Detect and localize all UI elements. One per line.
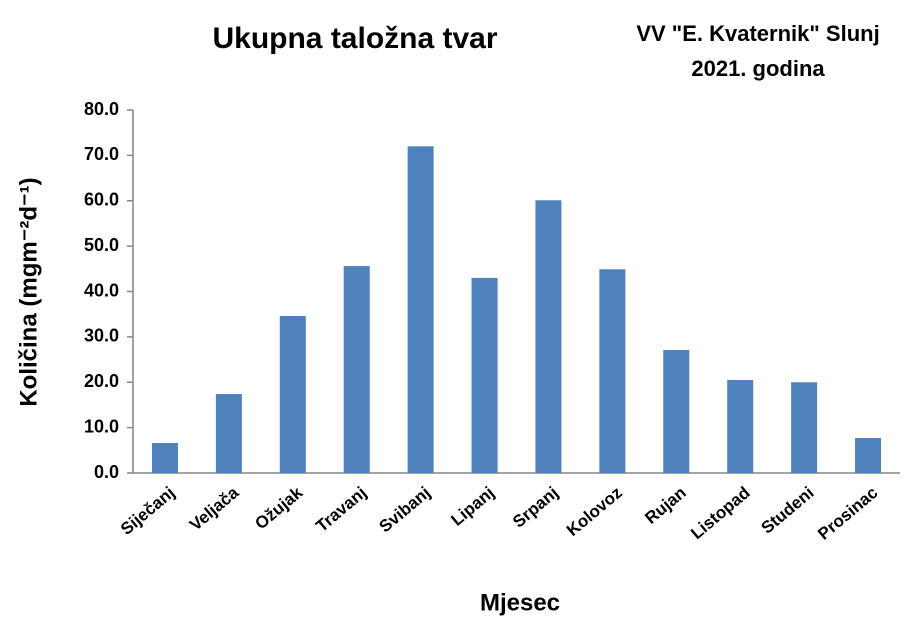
y-tick-label: 0.0 (94, 462, 119, 482)
y-tick-label: 30.0 (84, 326, 119, 346)
x-tick-label: Siječanj (117, 483, 178, 539)
bar (855, 438, 882, 473)
bar (727, 379, 754, 473)
x-tick-label: Rujan (641, 483, 689, 528)
y-tick-label: 20.0 (84, 371, 119, 391)
x-tick-label: Lipanj (447, 483, 498, 530)
x-tick-label: Prosinac (814, 483, 881, 544)
bar (535, 200, 562, 473)
bar (471, 277, 498, 473)
x-tick-label: Ožujak (251, 483, 306, 534)
x-tick-label: Veljača (186, 483, 243, 535)
x-tick-label: Svibanj (376, 483, 435, 536)
y-tick-label: 70.0 (84, 144, 119, 164)
x-tick-label: Srpanj (509, 483, 562, 532)
chart-title: Ukupna taložna tvar (212, 22, 497, 55)
bar (663, 350, 690, 473)
bar (215, 394, 242, 473)
chart-subtitle: 2021. godina (691, 56, 825, 81)
bar (599, 269, 626, 473)
y-tick-label: 50.0 (84, 235, 119, 255)
x-tick-label: Studeni (758, 483, 818, 538)
x-tick-label: Kolovoz (563, 483, 626, 540)
bar (151, 443, 178, 473)
bar (407, 146, 434, 474)
bar (791, 382, 818, 473)
y-tick-label: 10.0 (84, 416, 119, 436)
bar (279, 316, 306, 473)
y-tick-label: 60.0 (84, 190, 119, 210)
chart-subtitle: VV "E. Kvaternik" Slunj (636, 21, 879, 46)
bar (343, 266, 370, 473)
y-axis-label: Količina (mgm⁻²d⁻¹) (15, 177, 42, 406)
x-tick-label: Listopad (687, 483, 753, 543)
y-tick-label: 80.0 (84, 99, 119, 119)
x-axis-label: Mjesec (480, 589, 560, 616)
y-tick-label: 40.0 (84, 280, 119, 300)
x-tick-label: Travanj (312, 483, 370, 536)
